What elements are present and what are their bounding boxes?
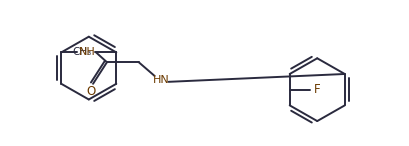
- Text: O: O: [86, 85, 96, 98]
- Text: CH₃: CH₃: [72, 47, 92, 57]
- Text: HN: HN: [153, 75, 170, 85]
- Text: NH: NH: [79, 47, 95, 57]
- Text: F: F: [314, 83, 320, 96]
